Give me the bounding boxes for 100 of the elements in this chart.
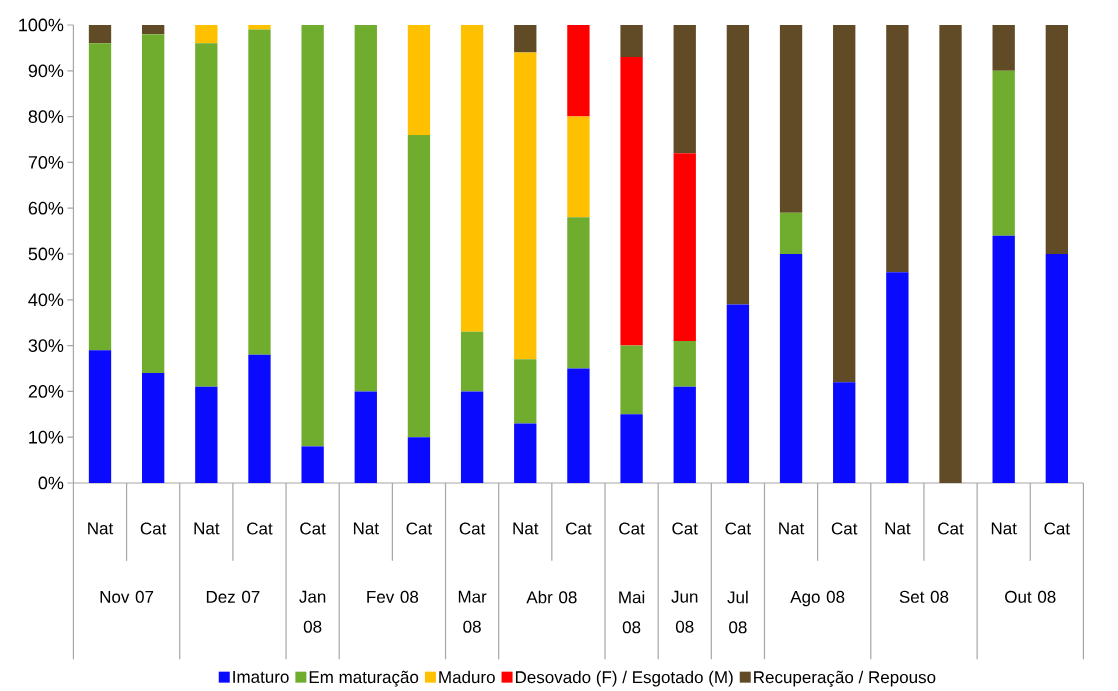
y-tick-label: 80% <box>28 110 64 123</box>
bar <box>673 25 696 154</box>
bar <box>354 391 377 483</box>
y-tick-label: 40% <box>28 293 64 307</box>
bar <box>514 359 537 424</box>
x-tick-label: Cat <box>938 522 964 535</box>
text: Nov 07 <box>100 590 154 603</box>
legend-label: Recuperação / Repouso <box>754 670 936 687</box>
x-tick-label: Nat <box>991 522 1017 535</box>
bar <box>939 25 962 483</box>
bar <box>88 43 112 351</box>
bar <box>673 341 696 387</box>
text: Mar 08 <box>458 590 487 633</box>
x-tick-label: Cat <box>725 522 751 535</box>
bar <box>514 423 537 483</box>
bar <box>886 272 909 483</box>
text: Fev 08 <box>367 590 419 603</box>
y-tick-label: 90% <box>28 64 64 78</box>
bar <box>514 25 537 53</box>
y-tick-label: 60% <box>28 201 64 215</box>
legend-label: Desovado (F) / Esgotado (M) <box>515 670 733 687</box>
bar <box>833 382 856 483</box>
x-tick-label: Cat <box>140 522 167 535</box>
text: Abr 08 <box>526 590 577 604</box>
text: Jan 08 <box>299 590 326 633</box>
bar <box>992 25 1015 71</box>
text: Ago 08 <box>790 590 845 607</box>
y-tick-label: 50% <box>28 247 64 261</box>
x-tick-label: Cat <box>566 522 592 535</box>
legend-label: Imaturo <box>233 671 289 683</box>
bar <box>195 43 218 387</box>
x-tick-label: Nat <box>513 522 539 535</box>
bar <box>779 25 803 213</box>
legend-label: Maduro <box>439 670 495 684</box>
bar <box>248 25 271 30</box>
legend-label: Em maturação <box>309 670 419 687</box>
x-tick-label: Nat <box>194 522 220 535</box>
bar <box>1045 25 1068 254</box>
bar <box>1045 254 1068 483</box>
bar <box>673 386 696 483</box>
bar <box>248 354 271 483</box>
text: Mai 08 <box>619 590 645 634</box>
bar <box>567 217 590 369</box>
bar <box>248 29 271 355</box>
bar <box>407 134 431 438</box>
text: Out 08 <box>1005 590 1056 603</box>
x-tick-label: Cat <box>300 522 326 535</box>
y-tick-label: 20% <box>28 385 64 398</box>
text: Set 08 <box>899 590 949 603</box>
bar <box>195 25 218 44</box>
y-tick-label: 10% <box>29 430 64 444</box>
x-tick-label: Nat <box>779 522 805 535</box>
bar <box>514 52 537 360</box>
bar <box>195 386 218 483</box>
bar <box>567 25 590 117</box>
x-tick-label: Cat <box>672 522 698 535</box>
bar <box>88 350 112 483</box>
x-tick-label: Nat <box>88 522 114 535</box>
bar <box>407 25 431 135</box>
bar <box>886 25 909 273</box>
x-tick-label: Cat <box>1044 522 1070 535</box>
x-tick-label: Cat <box>831 522 858 535</box>
bar <box>142 34 165 374</box>
bar <box>620 345 643 415</box>
bar <box>779 212 803 254</box>
bar <box>779 254 803 483</box>
x-tick-label: Cat <box>247 522 273 535</box>
bar <box>726 25 750 305</box>
bar <box>567 116 590 218</box>
text: Jun 08 <box>671 590 698 633</box>
bar <box>620 25 643 58</box>
bar <box>88 25 112 44</box>
y-tick-label: 30% <box>28 339 64 352</box>
x-tick-label: Cat <box>619 522 645 535</box>
bar <box>726 304 750 483</box>
bar <box>620 57 643 346</box>
bar <box>407 437 431 483</box>
bar <box>992 70 1015 236</box>
bar <box>460 391 484 483</box>
x-tick-label: Nat <box>353 522 379 535</box>
text: Jul 08 <box>727 590 748 634</box>
bar <box>992 235 1015 483</box>
x-tick-label: Cat <box>459 522 486 535</box>
x-tick-label: Cat <box>406 522 433 535</box>
bar <box>833 25 856 383</box>
bar <box>460 331 484 392</box>
bar <box>301 446 324 483</box>
bar <box>620 414 643 483</box>
bar <box>142 25 165 35</box>
x-tick-label: Nat <box>885 522 911 535</box>
bar <box>460 25 484 332</box>
bar <box>567 368 590 483</box>
y-tick-label: 70% <box>28 156 64 169</box>
bar <box>354 25 377 392</box>
bar <box>301 25 324 447</box>
bar <box>673 153 696 342</box>
y-tick-label: 100% <box>19 18 64 32</box>
y-tick-label: 0% <box>38 476 64 490</box>
bar <box>142 373 165 483</box>
text: Dez 07 <box>206 590 260 603</box>
